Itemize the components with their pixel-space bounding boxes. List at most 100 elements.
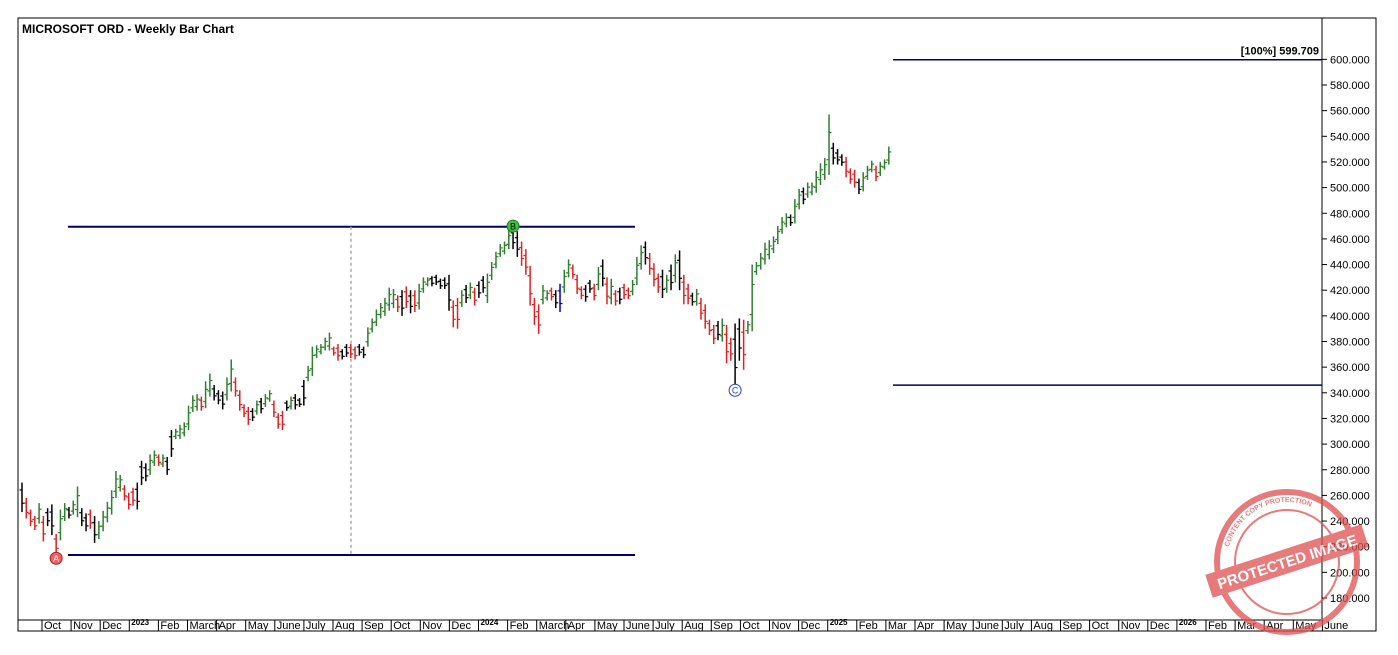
price-bar (788, 214, 794, 227)
y-tick-label: 420.000 (1330, 285, 1370, 297)
price-bar (207, 373, 213, 397)
price-bar (164, 456, 170, 475)
price-bar (130, 487, 136, 506)
price-bar (668, 264, 674, 291)
price-bar (536, 304, 542, 334)
price-bar (173, 428, 179, 439)
price-bar (395, 295, 401, 313)
price-bar (121, 485, 127, 501)
price-bar (847, 168, 853, 184)
price-bar (211, 385, 217, 401)
price-bar (835, 149, 841, 165)
price-bar (254, 400, 260, 415)
x-tick-label: May (597, 620, 618, 632)
price-bar (715, 320, 721, 341)
price-bar (792, 199, 798, 224)
price-bar (113, 471, 119, 498)
y-tick-label: 300.000 (1330, 439, 1370, 451)
price-bar (805, 182, 811, 198)
price-bar (830, 142, 836, 165)
x-tick-label: July (655, 620, 675, 632)
price-bar (40, 515, 46, 542)
x-tick-label: Aug (335, 620, 355, 632)
x-tick-label: May (248, 620, 269, 632)
price-bar (284, 400, 290, 411)
price-bar (194, 394, 200, 411)
price-bar (420, 277, 426, 293)
price-bar (497, 244, 503, 257)
x-tick-label: Dec (801, 620, 821, 632)
stamp-banner (1205, 524, 1369, 598)
pivot-a-marker (49, 551, 63, 565)
chart-frame (17, 17, 1377, 632)
price-bar (519, 241, 525, 266)
x-tick-label: March (539, 620, 570, 632)
price-bar (506, 229, 512, 250)
pivot-a-label: A (53, 554, 59, 564)
price-bar (79, 508, 85, 527)
price-bar (869, 160, 875, 173)
x-tick-label: Dec (451, 620, 471, 632)
x-tick-label: Apr (917, 620, 934, 632)
price-bar (548, 287, 554, 301)
stamp-outer-ring (1214, 489, 1360, 635)
price-bar (800, 187, 806, 205)
price-bar (600, 259, 606, 287)
price-bar (455, 297, 461, 329)
price-bar (749, 264, 755, 332)
price-bar (604, 277, 610, 305)
price-bar (356, 344, 362, 356)
price-bar (429, 276, 435, 287)
price-bar (181, 422, 187, 437)
price-bar (732, 323, 738, 387)
price-bar (442, 277, 448, 289)
price-bar (70, 500, 76, 515)
x-year-label: 2024 (481, 618, 499, 627)
price-bar (809, 182, 815, 196)
price-bar (843, 156, 849, 178)
price-bar (741, 319, 747, 370)
price-bar (681, 274, 687, 305)
price-bar (591, 283, 597, 301)
price-bar (758, 253, 764, 270)
price-bar (126, 492, 132, 510)
x-year-label: 2026 (1179, 618, 1197, 627)
price-bar (437, 278, 443, 289)
x-tick-label: June (975, 620, 999, 632)
price-bar (233, 377, 238, 397)
x-tick-label: Feb (510, 620, 529, 632)
price-bar (877, 161, 883, 177)
price-bar (228, 359, 234, 392)
price-bar (822, 158, 828, 180)
price-bar (724, 324, 730, 364)
y-tick-label: 380.000 (1330, 337, 1370, 349)
price-bar (143, 463, 149, 482)
price-bar (566, 259, 572, 278)
price-bar (45, 508, 51, 527)
price-bar (314, 345, 320, 359)
price-bar (467, 282, 473, 300)
price-bar (177, 424, 183, 439)
price-bar (305, 365, 311, 382)
y-tick-label: 280.000 (1330, 465, 1370, 477)
price-bar (348, 344, 354, 359)
price-bar (262, 394, 268, 407)
price-bar (62, 503, 68, 522)
y-tick-label: 440.000 (1330, 260, 1370, 272)
price-bar (864, 165, 870, 180)
price-bar (446, 274, 452, 311)
price-bar (702, 304, 708, 329)
x-tick-label: Dec (1150, 620, 1170, 632)
x-tick-label: Feb (160, 620, 179, 632)
price-bar (817, 163, 823, 186)
price-bar (762, 242, 768, 265)
price-bar (476, 281, 482, 298)
price-bar (634, 256, 640, 286)
price-bar (873, 165, 879, 182)
price-bar (160, 454, 166, 468)
price-bar (677, 250, 683, 291)
x-tick-label: Nov (73, 620, 93, 632)
y-tick-label: 500.000 (1330, 183, 1370, 195)
price-bar (28, 509, 34, 527)
